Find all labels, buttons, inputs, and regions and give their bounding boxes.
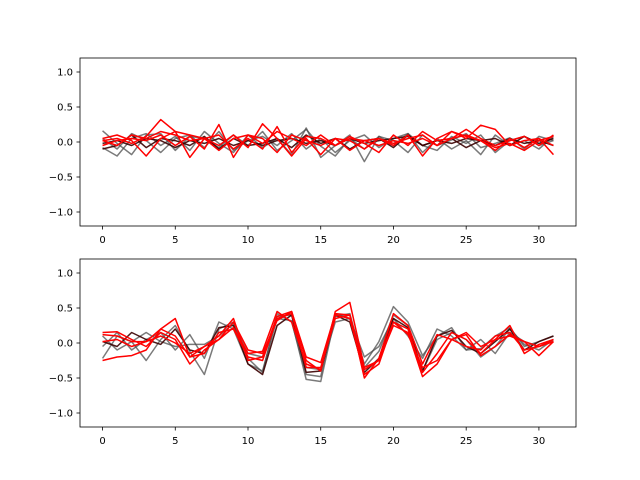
- y-tick-label: 0.0: [57, 138, 73, 149]
- y-tick-label: 1.0: [57, 269, 73, 280]
- y-tick-label: 1.0: [57, 68, 73, 79]
- series-line-8: [102, 312, 554, 378]
- x-tick-label: 0: [99, 436, 105, 447]
- x-tick-label: 5: [172, 436, 178, 447]
- y-tick-label: −0.5: [49, 374, 73, 385]
- series-line-2: [102, 312, 554, 383]
- series-line-9: [102, 130, 554, 152]
- y-tick-label: −0.5: [49, 173, 73, 184]
- x-tick-label: 25: [460, 235, 473, 246]
- axes-panel-2: 0 5 10 15 20 25 30 −1.0 −0.5 0.0 0.5 1.0: [49, 258, 577, 447]
- y-tick-label: −1.0: [49, 409, 73, 420]
- series-line-2: [102, 127, 554, 163]
- y-tick-label: 0.5: [57, 103, 73, 114]
- x-tick-label: 30: [533, 235, 546, 246]
- series-group: [101, 301, 554, 383]
- x-tick-label: 10: [242, 235, 255, 246]
- y-tick-label: 0.5: [57, 304, 73, 315]
- x-tick-label: 5: [172, 235, 178, 246]
- y-tick-label: 0.0: [57, 339, 73, 350]
- y-tick-label: −1.0: [49, 208, 73, 219]
- series-line-7: [102, 310, 554, 379]
- x-tick-label: 20: [387, 436, 400, 447]
- x-tick-label: 20: [387, 235, 400, 246]
- series-line-6: [102, 123, 555, 157]
- x-tick-label: 10: [242, 436, 255, 447]
- x-tick-label: 15: [314, 436, 327, 447]
- x-tick-label: 0: [99, 235, 105, 246]
- axes-panel-1: 0 5 10 15 20 25 30 −1.0 −0.5 0.0 0.5 1.0: [49, 57, 577, 246]
- x-tick-label: 25: [460, 436, 473, 447]
- series-group: [102, 118, 555, 163]
- x-tick-label: 15: [314, 235, 327, 246]
- x-tick-label: 30: [533, 436, 546, 447]
